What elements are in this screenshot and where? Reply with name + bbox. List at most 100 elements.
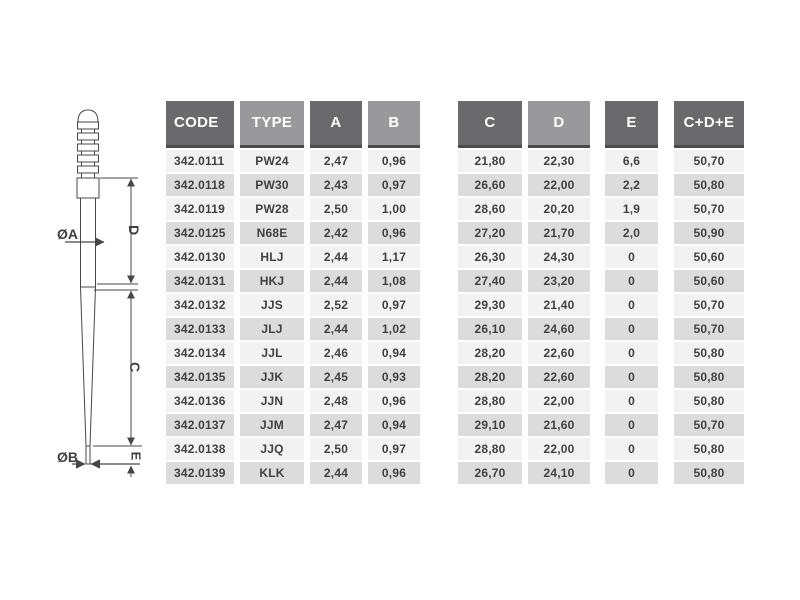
cell-a: 2,42 xyxy=(310,222,362,244)
cell-sum: 50,60 xyxy=(674,246,744,268)
needle-taper xyxy=(79,286,97,447)
cell-a: 2,44 xyxy=(310,270,362,292)
cell-e: 0 xyxy=(605,342,658,364)
cell-sum: 50,80 xyxy=(674,174,744,196)
cell-a: 2,47 xyxy=(310,150,362,172)
cell-e: 0 xyxy=(605,366,658,388)
dimension-c: C xyxy=(93,289,143,447)
cell-code: 342.0136 xyxy=(166,390,234,412)
cell-sum: 50,70 xyxy=(674,198,744,220)
cell-c: 28,20 xyxy=(458,366,522,388)
cell-sum: 50,80 xyxy=(674,342,744,364)
cell-b: 1,08 xyxy=(368,270,420,292)
table-row: 342.0131 HKJ 2,44 1,08 27,40 23,20 0 50,60 xyxy=(166,270,766,292)
needle-rib xyxy=(77,132,99,141)
cell-sum: 50,80 xyxy=(674,462,744,484)
table-row: 342.0132 JJS 2,52 0,97 29,30 21,40 0 50,70 xyxy=(166,294,766,316)
cell-d: 22,00 xyxy=(528,438,590,460)
cell-type: PW24 xyxy=(240,150,304,172)
cell-code: 342.0134 xyxy=(166,342,234,364)
cell-b: 1,02 xyxy=(368,318,420,340)
cell-e: 0 xyxy=(605,318,658,340)
needle-head-dome xyxy=(77,109,99,123)
column-header-b: B xyxy=(368,101,420,148)
cell-b: 0,93 xyxy=(368,366,420,388)
cell-sum: 50,80 xyxy=(674,438,744,460)
cell-a: 2,50 xyxy=(310,438,362,460)
cell-c: 28,80 xyxy=(458,438,522,460)
cell-e: 0 xyxy=(605,414,658,436)
table-row: 342.0137 JJM 2,47 0,94 29,10 21,60 0 50,70 xyxy=(166,414,766,436)
cell-type: PW30 xyxy=(240,174,304,196)
table-row: 342.0130 HLJ 2,44 1,17 26,30 24,30 0 50,60 xyxy=(166,246,766,268)
cell-code: 342.0131 xyxy=(166,270,234,292)
cell-code: 342.0135 xyxy=(166,366,234,388)
cell-e: 0 xyxy=(605,270,658,292)
column-header-code: CODE xyxy=(166,101,234,148)
needle-rib xyxy=(77,121,99,130)
cell-b: 0,97 xyxy=(368,174,420,196)
cell-type: JJQ xyxy=(240,438,304,460)
cell-type: PW28 xyxy=(240,198,304,220)
cell-a: 2,45 xyxy=(310,366,362,388)
cell-c: 28,60 xyxy=(458,198,522,220)
cell-code: 342.0138 xyxy=(166,438,234,460)
table-row: 342.0118 PW30 2,43 0,97 26,60 22,00 2,2 50,80 xyxy=(166,174,766,196)
dimension-e-label: E xyxy=(129,452,144,461)
cell-e: 0 xyxy=(605,462,658,484)
needle-diagram: D C E ØA ØB xyxy=(57,109,144,477)
needle-tip xyxy=(85,445,91,465)
cell-sum: 50,80 xyxy=(674,366,744,388)
cell-sum: 50,70 xyxy=(674,414,744,436)
cell-code: 342.0132 xyxy=(166,294,234,316)
cell-c: 26,70 xyxy=(458,462,522,484)
cell-sum: 50,80 xyxy=(674,390,744,412)
cell-c: 26,30 xyxy=(458,246,522,268)
cell-a: 2,52 xyxy=(310,294,362,316)
cell-d: 22,30 xyxy=(528,150,590,172)
cell-a: 2,47 xyxy=(310,414,362,436)
table-row: 342.0138 JJQ 2,50 0,97 28,80 22,00 0 50,80 xyxy=(166,438,766,460)
needle-spec-table: CODE TYPE A B C D E C+D+E 342.0111 PW24 2,47 0,96 2… xyxy=(166,101,766,486)
dimension-c-label: C xyxy=(127,362,143,372)
cell-a: 2,48 xyxy=(310,390,362,412)
table-row: 342.0133 JLJ 2,44 1,02 26,10 24,60 0 50,70 xyxy=(166,318,766,340)
cell-e: 0 xyxy=(605,294,658,316)
cell-type: KLK xyxy=(240,462,304,484)
cell-b: 1,00 xyxy=(368,198,420,220)
cell-type: JJN xyxy=(240,390,304,412)
cell-a: 2,44 xyxy=(310,318,362,340)
cell-b: 0,97 xyxy=(368,294,420,316)
cell-e: 0 xyxy=(605,246,658,268)
column-header-d: D xyxy=(528,101,590,148)
cell-type: JLJ xyxy=(240,318,304,340)
cell-c: 28,20 xyxy=(458,342,522,364)
column-header-sum: C+D+E xyxy=(674,101,744,148)
cell-b: 0,94 xyxy=(368,342,420,364)
cell-d: 22,00 xyxy=(528,174,590,196)
needle-collar xyxy=(76,177,100,199)
cell-code: 342.0119 xyxy=(166,198,234,220)
cell-type: JJL xyxy=(240,342,304,364)
cell-a: 2,46 xyxy=(310,342,362,364)
table-row: 342.0134 JJL 2,46 0,94 28,20 22,60 0 50,80 xyxy=(166,342,766,364)
cell-d: 20,20 xyxy=(528,198,590,220)
cell-type: HKJ xyxy=(240,270,304,292)
cell-d: 22,00 xyxy=(528,390,590,412)
cell-sum: 50,70 xyxy=(674,294,744,316)
table-row: 342.0111 PW24 2,47 0,96 21,80 22,30 6,6 50,70 xyxy=(166,150,766,172)
cell-e: 2,2 xyxy=(605,174,658,196)
cell-b: 0,94 xyxy=(368,414,420,436)
cell-e: 0 xyxy=(605,438,658,460)
cell-type: HLJ xyxy=(240,246,304,268)
table-row: 342.0125 N68E 2,42 0,96 27,20 21,70 2,0 50,90 xyxy=(166,222,766,244)
cell-sum: 50,90 xyxy=(674,222,744,244)
dimension-d: D xyxy=(97,177,142,285)
cell-c: 26,60 xyxy=(458,174,522,196)
dimension-d-label: D xyxy=(126,225,142,235)
cell-c: 29,30 xyxy=(458,294,522,316)
column-header-a: A xyxy=(310,101,362,148)
cell-b: 0,96 xyxy=(368,390,420,412)
needle-groove xyxy=(81,128,95,134)
